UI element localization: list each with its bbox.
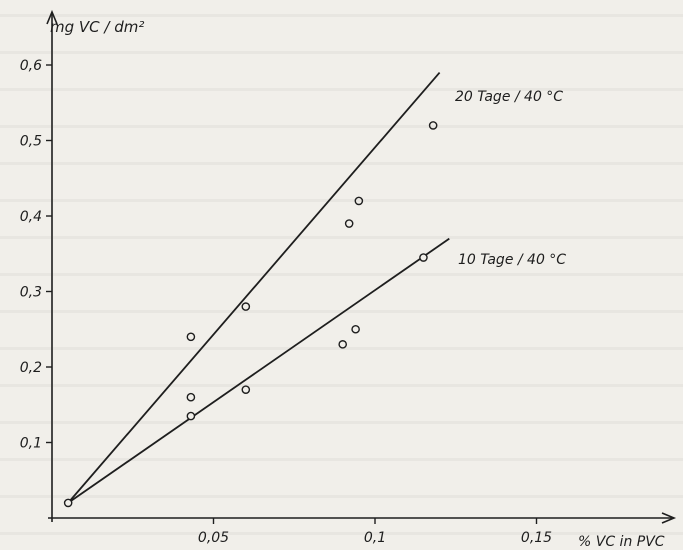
y-tick-label: 0,5 xyxy=(20,134,42,150)
data-point-series-1 xyxy=(186,411,196,421)
y-axis-arrow-icon xyxy=(46,9,58,25)
chart-axes xyxy=(46,9,677,524)
data-point-series-1 xyxy=(419,253,428,262)
series-label-10-tage: 10 Tage / 40 °C xyxy=(458,252,566,268)
data-point-series-1 xyxy=(338,340,348,349)
data-point-series-0 xyxy=(428,121,438,130)
data-point-series-0 xyxy=(354,196,364,206)
data-points xyxy=(63,121,438,508)
chart-labels: mg VC / dm² % VC in PVC 20 Tage / 40 °C … xyxy=(50,18,665,550)
fit-lines xyxy=(67,71,450,504)
y-tick-label: 0,6 xyxy=(20,58,42,74)
data-point-series-1 xyxy=(241,385,251,394)
data-point-series-0 xyxy=(344,219,354,228)
x-axis-arrow-icon xyxy=(661,512,677,524)
fit-line-series-0 xyxy=(67,71,441,504)
y-tick-label: 0,2 xyxy=(20,360,42,376)
y-tick-label: 0,1 xyxy=(20,436,42,452)
x-tick-label: 0,15 xyxy=(521,530,552,546)
data-point-series-0 xyxy=(63,498,73,508)
y-axis-label: mg VC / dm² xyxy=(50,18,144,36)
data-point-series-1 xyxy=(351,324,360,334)
y-tick-label: 0,3 xyxy=(20,285,42,301)
data-point-series-0 xyxy=(186,392,196,402)
x-tick-label: 0,1 xyxy=(364,530,386,546)
data-point-series-0 xyxy=(241,302,251,311)
fit-line-series-1 xyxy=(67,237,450,504)
x-tick-label: 0,05 xyxy=(198,530,229,546)
x-axis-label: % VC in PVC xyxy=(578,534,665,550)
data-point-series-0 xyxy=(186,332,196,342)
series-label-20-tage: 20 Tage / 40 °C xyxy=(455,89,563,105)
y-tick-label: 0,4 xyxy=(20,209,42,225)
chart-ticks: 0,1 0,2 0,3 0,4 0,5 0,6 0,05 0,1 0,15 xyxy=(20,58,552,546)
